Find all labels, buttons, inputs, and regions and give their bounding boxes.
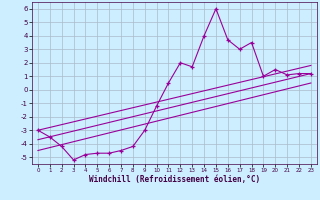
X-axis label: Windchill (Refroidissement éolien,°C): Windchill (Refroidissement éolien,°C) — [89, 175, 260, 184]
